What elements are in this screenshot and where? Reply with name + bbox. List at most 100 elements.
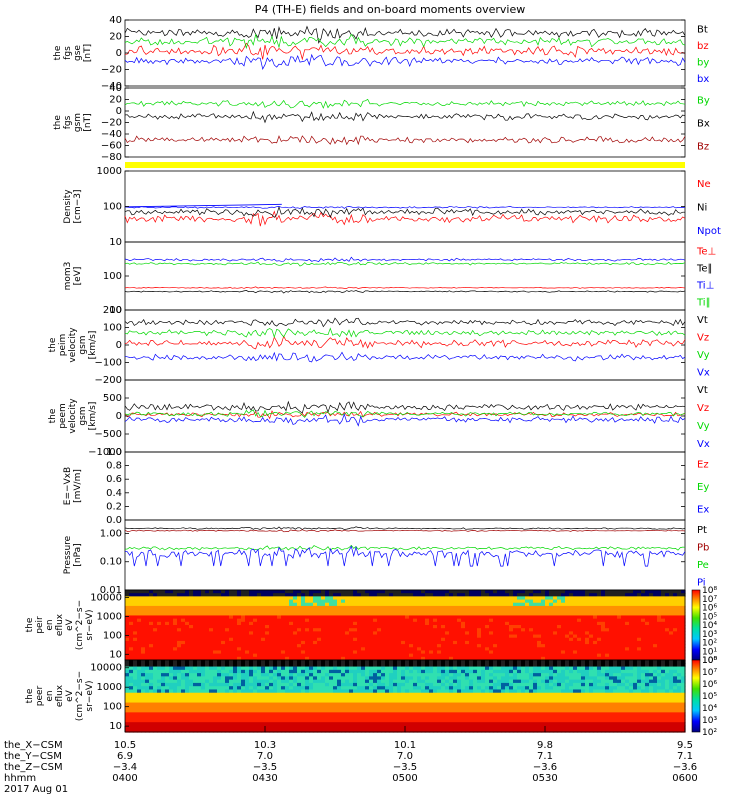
spec-cell (321, 725, 326, 730)
spec-cell (137, 715, 142, 720)
spec-cell (157, 631, 162, 636)
spec-cell (641, 656, 646, 661)
spec-cell (321, 673, 326, 677)
spec-cell (241, 689, 246, 694)
spec-cell (253, 653, 258, 658)
spec-cell (425, 696, 430, 700)
spec-cell (493, 634, 498, 639)
spec-cell (677, 647, 682, 652)
spec-cell (677, 590, 682, 594)
spec-cell (525, 593, 530, 597)
spec-cell (661, 644, 666, 648)
spec-cell (245, 596, 250, 601)
spec-cell (397, 699, 402, 704)
spec-cell (557, 625, 562, 629)
spec-cell (585, 605, 590, 610)
spec-cell (301, 618, 306, 623)
spec-cell (417, 673, 422, 677)
spec-cell (429, 599, 434, 604)
spec-cell (381, 640, 386, 645)
spec-cell (341, 596, 346, 601)
spec-cell (665, 596, 670, 601)
spec-cell (441, 621, 446, 626)
spec-cell (253, 644, 258, 648)
spec-cell (265, 596, 270, 601)
spec-cell (237, 634, 242, 639)
spec-cell (261, 712, 266, 717)
spec-cell (681, 631, 686, 636)
spec-cell (373, 725, 378, 730)
spec-cell (513, 621, 518, 626)
spec-cell (585, 628, 590, 632)
spec-cell (325, 692, 330, 697)
spec-cell (653, 590, 658, 594)
spec-cell (341, 669, 346, 674)
spec-cell (149, 660, 154, 664)
spec-cell (197, 682, 202, 687)
spec-cell (169, 656, 174, 661)
spec-cell (161, 696, 166, 700)
spec-cell (321, 679, 326, 684)
spec-cell (573, 650, 578, 655)
spec-cell (225, 709, 230, 713)
spec-cell (673, 590, 678, 594)
spec-cell (185, 640, 190, 645)
spec-cell (541, 644, 546, 648)
spec-cell (345, 640, 350, 645)
spec-cell (161, 689, 166, 694)
spec-cell (281, 715, 286, 720)
spec-cell (425, 637, 430, 642)
spec-cell (305, 628, 310, 632)
spec-cell (285, 696, 290, 700)
spec-cell (393, 718, 398, 723)
spec-cell (333, 621, 338, 626)
spec-cell (245, 640, 250, 645)
spec-cell (349, 631, 354, 636)
spec-cell (321, 692, 326, 697)
spec-cell (369, 715, 374, 720)
spec-cell (489, 631, 494, 636)
spec-cell (205, 644, 210, 648)
spec-cell (561, 615, 566, 620)
spec-cell (645, 634, 650, 639)
spec-cell (225, 593, 230, 597)
spec-cell (345, 728, 350, 733)
spec-cell (509, 634, 514, 639)
spec-cell (361, 618, 366, 623)
spec-cell (493, 596, 498, 601)
spec-cell (201, 676, 206, 681)
spec-cell (437, 599, 442, 604)
y-axis-label: sr−eV) (85, 609, 95, 640)
spec-cell (545, 612, 550, 617)
spec-cell (581, 637, 586, 642)
spec-cell (341, 621, 346, 626)
spec-cell (133, 718, 138, 723)
spec-cell (473, 621, 478, 626)
spec-cell (145, 702, 150, 707)
spec-cell (141, 602, 146, 607)
spec-cell (309, 692, 314, 697)
spec-cell (517, 599, 522, 604)
spec-cell (241, 682, 246, 687)
spec-cell (533, 618, 538, 623)
spec-cell (341, 712, 346, 717)
spec-cell (389, 590, 394, 594)
spec-cell (301, 634, 306, 639)
spec-cell (141, 686, 146, 691)
spec-cell (665, 609, 670, 613)
spec-cell (441, 699, 446, 704)
spec-cell (461, 628, 466, 632)
spec-cell (221, 650, 226, 655)
spec-cell (609, 602, 614, 607)
spec-cell (417, 699, 422, 704)
spec-cell (265, 634, 270, 639)
spec-cell (673, 647, 678, 652)
spec-cell (225, 644, 230, 648)
spec-cell (365, 676, 370, 681)
spec-cell (277, 676, 282, 681)
spec-cell (505, 612, 510, 617)
spec-cell (169, 628, 174, 632)
spec-cell (129, 702, 134, 707)
spec-cell (597, 625, 602, 629)
spec-cell (129, 625, 134, 629)
